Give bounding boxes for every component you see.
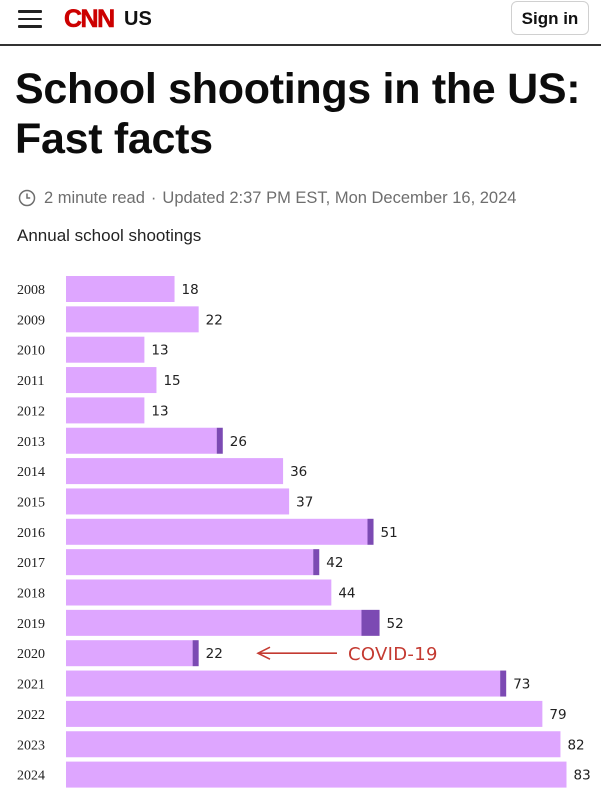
bar [66,579,332,606]
bar-highlight [367,518,374,545]
cnn-logo-mark: CNN [64,5,116,31]
data-label: 82 [567,737,584,753]
data-label: 52 [387,616,404,632]
data-label: 18 [182,282,199,298]
chart-title: Annual school shootings [17,226,202,245]
data-label: 73 [513,677,530,693]
site-header: CNN US Sign in [0,0,601,46]
bar [66,488,290,515]
bar [66,458,284,485]
bar [66,731,561,758]
page-title: School shootings in the US: Fast facts [15,65,581,163]
bar [66,700,543,727]
bar [66,276,175,302]
tick-label: 2019 [17,617,45,632]
clock-icon [18,189,36,207]
bar [66,609,362,636]
data-label: 37 [296,494,313,510]
data-label: 26 [230,434,247,450]
tick-label: 2013 [17,435,45,450]
logo-text: CNN [64,5,114,31]
data-label: 83 [573,768,590,784]
data-label: 22 [206,646,223,662]
tick-label: 2014 [17,465,45,480]
data-label: 79 [549,707,566,723]
tick-label: 2021 [17,678,45,693]
menu-icon[interactable] [18,10,42,28]
data-label: 13 [151,403,168,419]
tick-label: 2018 [17,587,45,602]
bar [66,640,193,667]
tick-label: 2015 [17,495,45,510]
tick-label: 2009 [17,313,45,328]
bar-highlight [361,609,380,636]
meta-separator: · [150,188,157,207]
tick-label: 2024 [17,769,45,784]
bar [66,761,567,788]
bar-highlight [313,549,320,576]
tick-label: 2011 [17,374,44,389]
bar [66,397,145,424]
tick-label: 2023 [17,738,45,753]
data-label: 44 [338,586,355,602]
sign-in-button[interactable]: Sign in [511,1,589,35]
bar [66,367,157,394]
data-label: 51 [381,525,398,541]
data-label: 36 [290,464,307,480]
bar [66,670,501,697]
tick-label: 2022 [17,708,45,723]
covid-annotation: COVID-19 [348,644,438,665]
annotation-arrow [256,646,337,660]
article-meta: 2 minute read · Updated 2:37 PM EST, Mon… [18,188,516,208]
bar-highlight [192,640,199,667]
cnn-logo[interactable]: CNN [64,5,120,31]
bar-highlight [216,427,223,454]
tick-label: 2008 [17,283,45,298]
read-time: 2 minute read [44,188,145,207]
tick-label: 2010 [17,344,45,359]
tick-label: 2016 [17,526,45,541]
data-label: 22 [206,312,223,328]
tick-label: 2012 [17,404,45,419]
data-label: 13 [151,343,168,359]
bar [66,549,314,576]
tick-label: 2017 [17,556,45,571]
bar [66,518,368,545]
data-label: 15 [163,373,180,389]
bar [66,306,199,333]
tick-label: 2020 [17,647,45,662]
updated-timestamp: Updated 2:37 PM EST, Mon December 16, 20… [162,188,517,207]
bar-highlight [500,670,507,697]
bar [66,336,145,363]
data-label: 42 [326,555,343,571]
bar [66,427,217,454]
edition-label[interactable]: US [124,8,152,30]
